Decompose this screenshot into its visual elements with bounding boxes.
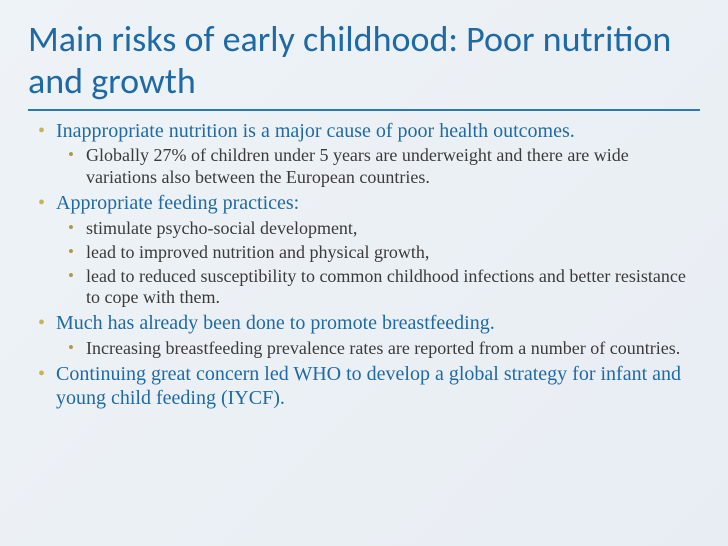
list-item: Much has already been done to promote br…	[56, 311, 700, 359]
slide-title: Main risks of early childhood: Poor nutr…	[28, 18, 700, 103]
sub-list: Globally 27% of children under 5 years a…	[56, 145, 700, 189]
list-item: Appropriate feeding practices: stimulate…	[56, 191, 700, 309]
sub-list-item: Globally 27% of children under 5 years a…	[86, 145, 700, 189]
bullet-text: Inappropriate nutrition is a major cause…	[56, 120, 575, 142]
title-underline	[28, 109, 700, 111]
bullet-text: Appropriate feeding practices:	[56, 192, 299, 214]
sub-list: stimulate psycho-social development, lea…	[56, 218, 700, 310]
bullet-list: Inappropriate nutrition is a major cause…	[28, 119, 700, 411]
sub-list-item: Increasing breastfeeding prevalence rate…	[86, 338, 700, 360]
list-item: Inappropriate nutrition is a major cause…	[56, 119, 700, 189]
sub-list-item: lead to improved nutrition and physical …	[86, 242, 700, 264]
sub-list-item: lead to reduced susceptibility to common…	[86, 266, 700, 310]
bullet-text: Much has already been done to promote br…	[56, 312, 495, 334]
slide: Main risks of early childhood: Poor nutr…	[0, 0, 728, 546]
bullet-text: Continuing great concern led WHO to deve…	[56, 363, 681, 409]
sub-list-item: stimulate psycho-social development,	[86, 218, 700, 240]
list-item: Continuing great concern led WHO to deve…	[56, 362, 700, 411]
sub-list: Increasing breastfeeding prevalence rate…	[56, 338, 700, 360]
